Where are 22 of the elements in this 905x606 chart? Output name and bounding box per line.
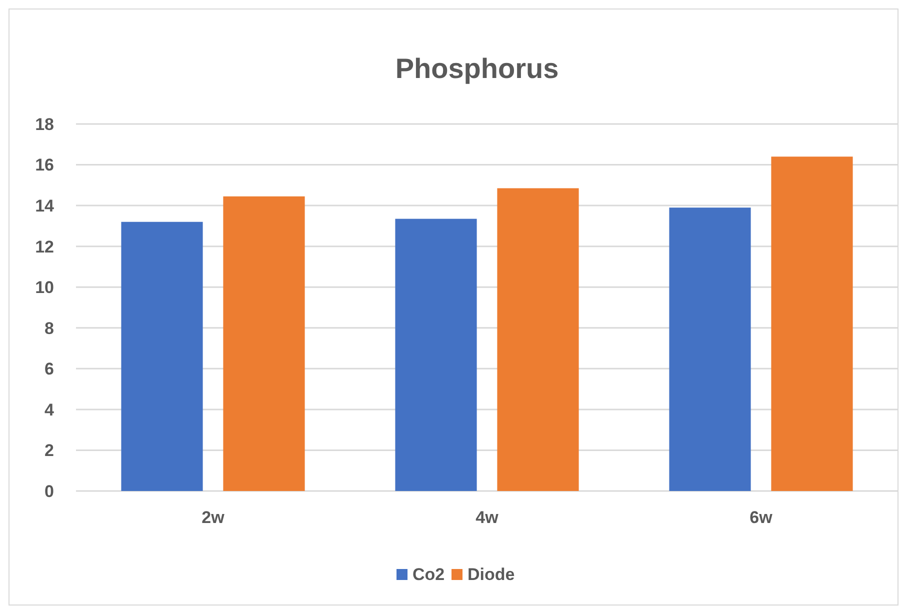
bar bbox=[771, 156, 853, 491]
legend-label: Co2 bbox=[412, 565, 445, 584]
y-tick-label: 16 bbox=[35, 156, 54, 175]
legend-label: Diode bbox=[468, 565, 515, 584]
y-tick-label: 6 bbox=[44, 360, 54, 379]
y-tick-label: 14 bbox=[35, 196, 55, 216]
bar bbox=[223, 196, 305, 491]
chart-title: Phosphorus bbox=[395, 53, 559, 84]
y-tick-label: 0 bbox=[44, 482, 54, 501]
y-tick-label: 4 bbox=[44, 400, 55, 420]
y-tick-label: 2 bbox=[44, 441, 54, 460]
x-tick-label: 6w bbox=[750, 508, 774, 527]
y-tick-label: 18 bbox=[35, 114, 54, 134]
y-tick-label: 10 bbox=[35, 278, 54, 298]
x-tick-label: 4w bbox=[476, 508, 500, 527]
y-tick-label: 8 bbox=[44, 318, 54, 338]
x-tick-label: 2w bbox=[202, 508, 226, 527]
bar bbox=[121, 222, 203, 491]
bar bbox=[669, 208, 751, 491]
y-tick-label: 12 bbox=[35, 237, 54, 256]
bar bbox=[497, 188, 579, 491]
bar bbox=[395, 218, 477, 491]
